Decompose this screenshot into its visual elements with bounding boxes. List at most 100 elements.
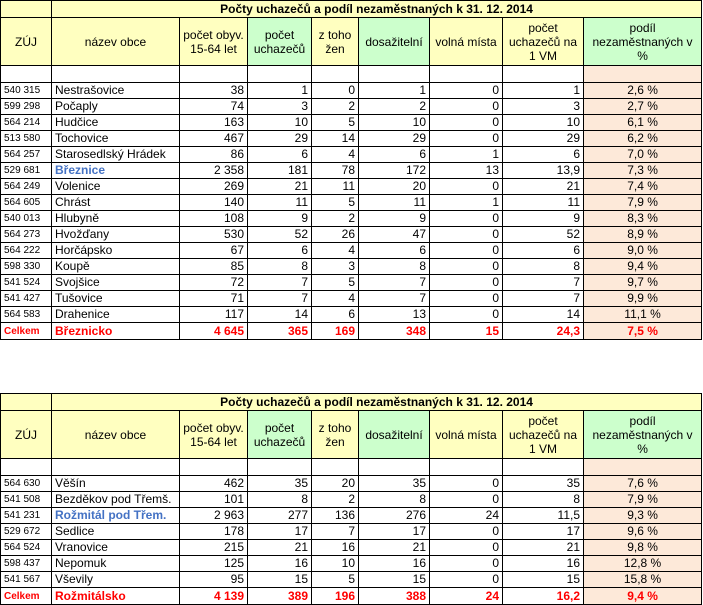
table-row: 564 524 Vranovice 215 21 16 21 0 21 9,8 % — [0, 539, 703, 556]
total-population-cell: 4 645 — [179, 322, 248, 340]
table-row: 529 681 Březnice 2 358 181 78 172 13 13,9 7,3 % — [0, 162, 703, 179]
applicants-cell: 277 — [247, 507, 312, 524]
municipality-name: Bezděkov pod Třemš. — [51, 491, 180, 508]
header-uchazecu-na-vm: počet uchazečů na 1 VM — [502, 17, 584, 66]
population-cell: 467 — [179, 130, 248, 147]
header-nazev-obce: název obce — [51, 410, 180, 459]
applicants-cell: 29 — [247, 130, 312, 147]
available-cell: 8 — [358, 491, 430, 508]
vacancies-cell: 1 — [429, 146, 503, 163]
applicants-cell: 52 — [247, 226, 312, 243]
available-cell: 35 — [358, 475, 430, 492]
zuj-cell: 540 013 — [0, 210, 52, 227]
total-row: Celkem Březnicko 4 645 365 169 348 15 24,3 7,5 % — [0, 322, 703, 340]
population-cell: 67 — [179, 242, 248, 259]
municipality-name: Chrást — [51, 194, 180, 211]
spacer-cell — [247, 458, 312, 476]
municipality-name: Svojšice — [51, 274, 180, 291]
applicants-per-vacancy-cell: 15 — [502, 571, 584, 588]
women-cell: 16 — [311, 539, 359, 556]
zuj-cell: 513 580 — [0, 130, 52, 147]
total-available-cell: 388 — [358, 587, 430, 605]
population-cell: 178 — [179, 523, 248, 540]
applicants-cell: 6 — [247, 146, 312, 163]
spacer-row — [0, 458, 703, 476]
municipality-name: Vševily — [51, 571, 180, 588]
applicants-per-vacancy-cell: 14 — [502, 306, 584, 323]
municipality-name: Hlubyně — [51, 210, 180, 227]
applicants-cell: 11 — [247, 194, 312, 211]
population-cell: 140 — [179, 194, 248, 211]
unemployment-table-rozmitalsko: Počty uchazečů a podíl nezaměstnaných k … — [0, 393, 703, 605]
header-volna-mista: volná místa — [429, 17, 503, 66]
women-cell: 5 — [311, 114, 359, 131]
municipality-name: Hvožďany — [51, 226, 180, 243]
vacancies-cell: 13 — [429, 162, 503, 179]
zuj-cell: 564 249 — [0, 178, 52, 195]
zuj-cell: 541 231 — [0, 507, 52, 524]
women-cell: 2 — [311, 210, 359, 227]
total-unemployment-rate-cell: 9,4 % — [582, 587, 703, 605]
women-cell: 5 — [311, 194, 359, 211]
available-cell: 172 — [358, 162, 430, 179]
unemployment-rate-cell: 9,6 % — [582, 523, 703, 540]
population-cell: 101 — [179, 491, 248, 508]
municipality-name: Nepomuk — [51, 555, 180, 572]
applicants-per-vacancy-cell: 21 — [502, 539, 584, 556]
vacancies-cell: 24 — [429, 507, 503, 524]
women-cell: 7 — [311, 523, 359, 540]
available-cell: 10 — [358, 114, 430, 131]
spacer-cell — [0, 458, 52, 476]
table-title: Počty uchazečů a podíl nezaměstnaných k … — [50, 0, 703, 18]
unemployment-rate-cell: 9,4 % — [582, 258, 703, 275]
women-cell: 4 — [311, 242, 359, 259]
vacancies-cell: 0 — [429, 226, 503, 243]
spacer-cell — [51, 458, 180, 476]
unemployment-rate-cell: 7,0 % — [582, 146, 703, 163]
applicants-cell: 6 — [247, 242, 312, 259]
applicants-cell: 15 — [247, 571, 312, 588]
vacancies-cell: 0 — [429, 242, 503, 259]
municipality-name: Volenice — [51, 178, 180, 195]
applicants-cell: 181 — [247, 162, 312, 179]
table-row: 540 013 Hlubyně 108 9 2 9 0 9 8,3 % — [0, 210, 703, 227]
total-unemployment-rate-cell: 7,5 % — [582, 322, 703, 340]
table-row: 541 567 Vševily 95 15 5 15 0 15 15,8 % — [0, 571, 703, 588]
total-women-cell: 196 — [311, 587, 359, 605]
spacer-row — [0, 65, 703, 83]
municipality-name: Hudčice — [51, 114, 180, 131]
table-row: 564 249 Volenice 269 21 11 20 0 21 7,4 % — [0, 178, 703, 195]
women-cell: 10 — [311, 555, 359, 572]
population-cell: 86 — [179, 146, 248, 163]
population-cell: 38 — [179, 82, 248, 99]
total-applicants-per-vacancy-cell: 24,3 — [502, 322, 584, 340]
table-row: 564 630 Věšín 462 35 20 35 0 35 7,6 % — [0, 475, 703, 492]
header-pocet-uchazecu: počet uchazečů — [247, 410, 312, 459]
municipality-name: Drahenice — [51, 306, 180, 323]
total-applicants-cell: 389 — [247, 587, 312, 605]
zuj-cell: 599 298 — [0, 98, 52, 115]
zuj-cell: 564 214 — [0, 114, 52, 131]
table-row: 541 231 Rožmitál pod Třem. 2 963 277 136 276 2… — [0, 507, 703, 524]
table-row: 541 508 Bezděkov pod Třemš. 101 8 2 8 0 8 7,9 % — [0, 491, 703, 508]
municipality-name: Počaply — [51, 98, 180, 115]
unemployment-rate-cell: 7,6 % — [582, 475, 703, 492]
total-zuj-cell: Celkem — [0, 587, 52, 605]
women-cell: 5 — [311, 571, 359, 588]
table-row: 564 222 Horčápsko 67 6 4 6 0 6 9,0 % — [0, 242, 703, 259]
zuj-cell: 598 437 — [0, 555, 52, 572]
zuj-cell: 564 273 — [0, 226, 52, 243]
applicants-per-vacancy-cell: 13,9 — [502, 162, 584, 179]
zuj-cell: 564 630 — [0, 475, 52, 492]
unemployment-rate-cell: 6,2 % — [582, 130, 703, 147]
population-cell: 2 963 — [179, 507, 248, 524]
total-zuj-cell: Celkem — [0, 322, 52, 340]
municipality-name: Tochovice — [51, 130, 180, 147]
available-cell: 9 — [358, 210, 430, 227]
women-cell: 5 — [311, 274, 359, 291]
municipality-name: Tušovice — [51, 290, 180, 307]
unemployment-rate-cell: 7,9 % — [582, 194, 703, 211]
total-vacancies-cell: 15 — [429, 322, 503, 340]
women-cell: 26 — [311, 226, 359, 243]
unemployment-rate-cell: 9,0 % — [582, 242, 703, 259]
